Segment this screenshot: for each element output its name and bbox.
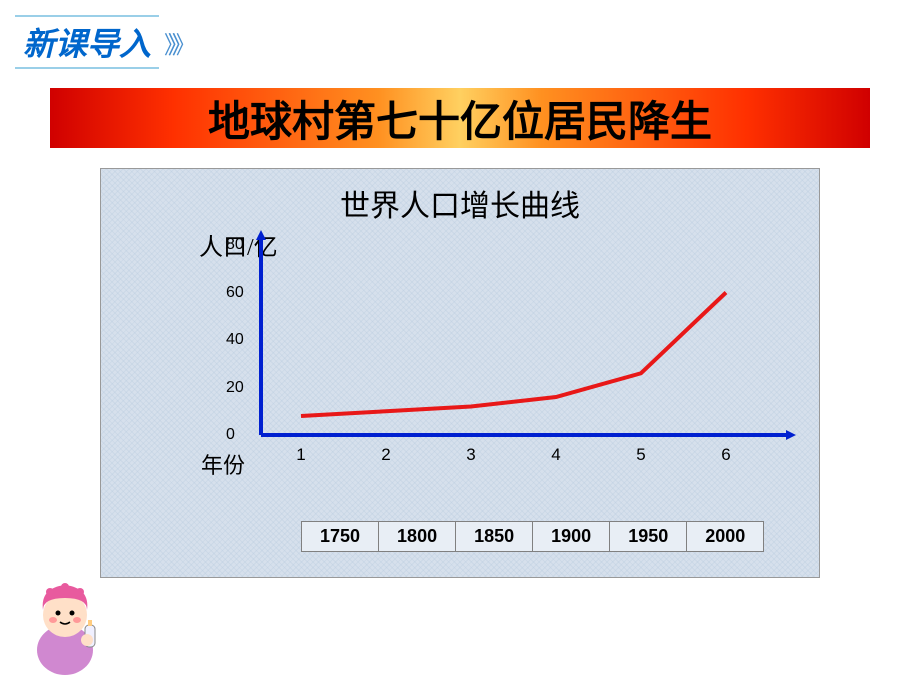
chart-container: 世界人口增长曲线 人口/亿 020406080 123456 年份 175018… [100, 168, 820, 578]
y-tick-label: 0 [226, 426, 235, 444]
x-axis-arrow-icon [786, 430, 796, 440]
chart-title: 世界人口增长曲线 [101, 169, 819, 225]
y-tick-label: 20 [226, 379, 244, 397]
y-tick-label: 40 [226, 331, 244, 349]
year-cell: 1850 [456, 522, 533, 552]
y-tick-label: 80 [226, 236, 244, 254]
year-table: 175018001850190019502000 [301, 521, 764, 552]
x-tick-label: 2 [381, 445, 390, 465]
header-bar: 新课导入 》》》 [15, 15, 188, 69]
population-line [301, 293, 726, 417]
y-tick-label: 60 [226, 284, 244, 302]
table-row: 175018001850190019502000 [302, 522, 764, 552]
x-tick-label: 4 [551, 445, 560, 465]
x-tick-label: 6 [721, 445, 730, 465]
x-tick-label: 3 [466, 445, 475, 465]
x-tick-label: 1 [296, 445, 305, 465]
year-cell: 1950 [610, 522, 687, 552]
year-cell: 2000 [687, 522, 764, 552]
chart-plot-area: 人口/亿 020406080 123456 年份 [171, 245, 789, 445]
line-plot: 123456 [261, 245, 781, 435]
header-arrows-icon: 》》》 [164, 25, 188, 60]
year-cell: 1900 [533, 522, 610, 552]
x-axis-label: 年份 [201, 448, 245, 480]
main-title-banner: 地球村第七十亿位居民降生 [50, 88, 870, 148]
year-cell: 1800 [379, 522, 456, 552]
x-tick-label: 5 [636, 445, 645, 465]
header-label: 新课导入 [15, 15, 159, 69]
year-cell: 1750 [302, 522, 379, 552]
baby-icon [15, 570, 115, 680]
